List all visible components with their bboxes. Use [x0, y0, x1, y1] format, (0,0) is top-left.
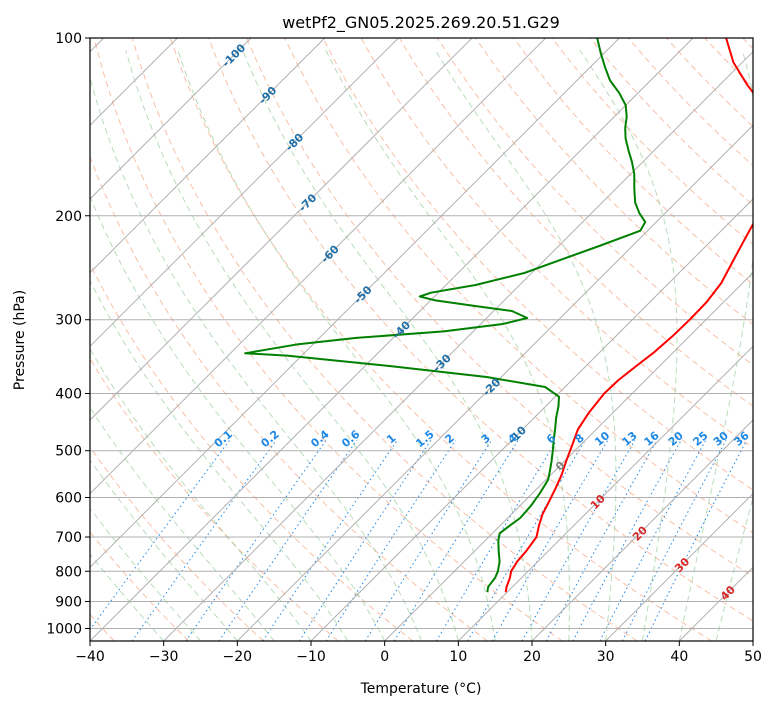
x-tick-label: 0: [380, 649, 389, 665]
mixing-ratio-line: [621, 440, 727, 641]
x-tick-label: 30: [597, 649, 615, 665]
dry-adiabat-line: [513, 38, 753, 285]
isotherm-line: [90, 38, 252, 200]
mixing-ratio-lines: [90, 440, 748, 641]
x-tick-label: −40: [75, 649, 105, 665]
isotherm-line: [605, 492, 753, 641]
x-tick-label: 50: [744, 649, 762, 665]
x-axis-label: Temperature (°C): [360, 681, 482, 697]
isotherm-line: [236, 124, 753, 641]
isotherm-line: [531, 419, 753, 641]
mixing-ratio-line: [364, 440, 492, 641]
mixing-ratio-line: [644, 440, 748, 641]
isotherm-line: [90, 38, 694, 641]
mixing-ratio-line: [467, 440, 586, 641]
isotherm-line: [90, 38, 547, 495]
isotherm-line: [310, 198, 753, 641]
dry-adiabat-line: [475, 38, 753, 325]
moist-adiabat-line: [325, 50, 570, 641]
dry-adiabat-line: [246, 38, 753, 578]
dry-adiabat-line: [90, 446, 264, 641]
mixing-ratio-line: [491, 440, 609, 641]
dry-adiabat-line: [90, 262, 414, 641]
dry-adiabat-line: [322, 38, 753, 491]
temperature-line: [504, 38, 753, 593]
mixing-ratio-line: [521, 440, 636, 641]
x-tick-label: −10: [296, 649, 326, 665]
x-tick-label: 40: [670, 649, 688, 665]
isotherm-line: [90, 38, 620, 569]
isotherm-line: [90, 38, 399, 348]
moist-adiabat-line: [434, 50, 617, 641]
isotherm-line: [163, 50, 753, 641]
mixing-ratio-line: [599, 440, 707, 641]
sounding-series: [244, 38, 753, 593]
x-tick-label: 10: [449, 649, 467, 665]
dry-adiabat-line: [131, 38, 638, 641]
moist-adiabat-line: [90, 459, 238, 641]
isotherm-line: [457, 345, 753, 641]
x-tick-label: 20: [523, 649, 541, 665]
moist-adiabat-line: [678, 50, 753, 641]
x-axis: −40 −30 −20 −10 0 10 20 30 40 50: [75, 641, 762, 665]
mixing-ratio-line: [545, 440, 658, 641]
y-tick-label: 600: [55, 490, 82, 506]
y-tick-label: 300: [55, 313, 82, 329]
dry-adiabat-line: [169, 38, 712, 641]
moist-adiabat-line: [125, 50, 459, 641]
moist-adiabat-line: [579, 50, 678, 641]
y-tick-label: 1000: [46, 621, 82, 637]
y-tick-label: 500: [55, 444, 82, 460]
moist-adiabat-line: [90, 507, 201, 641]
isotherm-line: [384, 271, 753, 641]
isotherm-line: [90, 38, 326, 274]
moist-adiabat-line: [177, 50, 496, 641]
moist-adiabat-line: [90, 76, 422, 641]
moist-adiabat-line: [715, 495, 753, 641]
mixing-ratio-line: [572, 440, 682, 641]
y-tick-label: 400: [55, 387, 82, 403]
x-tick-label: −20: [223, 649, 253, 665]
dry-adiabat-line: [284, 38, 753, 534]
y-tick-label: 200: [55, 209, 82, 225]
isotherm-line: [90, 38, 473, 421]
isobars: [90, 38, 753, 629]
chart-title: wetPf2_GN05.2025.269.20.51.G29: [282, 13, 560, 33]
x-tick-label: −30: [149, 649, 179, 665]
dry-adiabats: [90, 38, 753, 641]
y-axis-label: Pressure (hPa): [12, 290, 28, 390]
dewpoint-line: [244, 38, 647, 593]
mixing-ratio-line: [435, 440, 558, 641]
dry-adiabat-line: [93, 38, 563, 641]
plot-area: 0.1 0.2 0.4 0.6 1 1.5 2 3 4 6 8 10 13 16 20 25 30 36-100-…: [90, 38, 753, 641]
mixing-ratio-line: [262, 440, 398, 641]
moist-adiabat-line: [242, 50, 533, 641]
y-tick-label: 700: [55, 530, 82, 546]
y-tick-label: 800: [55, 564, 82, 580]
y-tick-label: 900: [55, 594, 82, 610]
plot-frame: [89, 37, 754, 642]
y-axis: 100 200 300 400 500 600 700 800 900 1000: [46, 31, 90, 637]
mixing-ratio-line: [131, 440, 277, 641]
dry-adiabat-line: [208, 38, 753, 622]
isotherms: [90, 38, 753, 641]
y-tick-label: 100: [55, 31, 82, 47]
